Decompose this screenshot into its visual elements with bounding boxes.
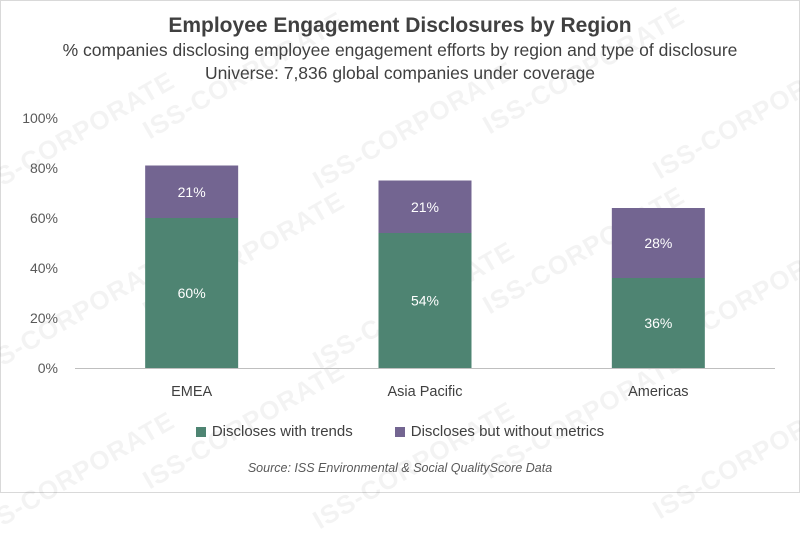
chart-legend: Discloses with trends Discloses but with… — [0, 423, 800, 440]
x-category-label: EMEA — [171, 384, 212, 400]
y-tick-label: 20% — [30, 310, 58, 326]
bar-data-label: 60% — [178, 285, 206, 301]
y-tick-label: 0% — [38, 360, 58, 376]
y-tick-label: 80% — [30, 160, 58, 176]
legend-item-without-metrics: Discloses but without metrics — [394, 423, 605, 440]
bar-segment-without-metrics — [145, 165, 239, 218]
legend-label-trends: Discloses with trends — [211, 423, 353, 440]
bar-segment-trends — [145, 218, 239, 368]
x-category-label: Asia Pacific — [388, 384, 463, 400]
y-tick-label: 40% — [30, 260, 58, 276]
bar-data-label: 36% — [644, 315, 672, 331]
y-tick-label: 100% — [22, 110, 58, 126]
chart-subtitle: % companies disclosing employee engageme… — [62, 40, 738, 60]
stacked-bar-chart: 0% 20% 40% 60% 80% 100% 60% 21% EMEA 54% 21% Asia P… — [22, 110, 775, 400]
bar-data-label: 28% — [644, 235, 672, 251]
x-category-label: Americas — [628, 384, 688, 400]
legend-swatch-trends — [195, 426, 206, 437]
bar-data-label: 21% — [411, 199, 439, 215]
source-note: Source: ISS Environmental & Social Quali… — [247, 461, 553, 475]
legend-swatch-without-metrics — [394, 426, 405, 437]
bar-segment-trends — [378, 233, 472, 368]
bar-segment-trends — [611, 278, 705, 368]
legend-item-trends: Discloses with trends — [195, 423, 353, 440]
chart-universe-note: Universe: 7,836 global companies under c… — [204, 63, 596, 83]
chart-title: Employee Engagement Disclosures by Regio… — [168, 14, 632, 37]
bar-segment-without-metrics — [611, 208, 705, 278]
y-tick-label: 60% — [30, 210, 58, 226]
bar-segment-without-metrics — [378, 180, 472, 233]
bar-data-label: 54% — [411, 293, 439, 309]
legend-label-without-metrics: Discloses but without metrics — [410, 423, 605, 440]
bar-data-label: 21% — [178, 184, 206, 200]
